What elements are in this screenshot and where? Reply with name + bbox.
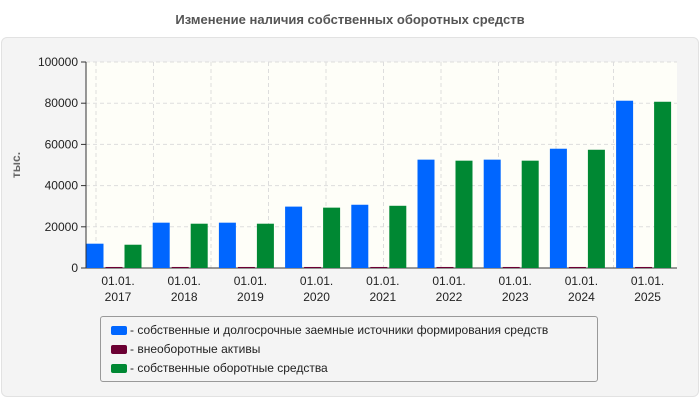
x-tick-label-year: 2019 [237, 290, 264, 304]
legend-swatch [111, 326, 127, 336]
bar-0-2025 [616, 100, 634, 268]
legend-label: - собственные и долгосрочные заемные ист… [130, 323, 549, 337]
bar-0-2022 [417, 159, 435, 268]
bar-2-2021 [389, 205, 407, 268]
y-tick-label: 80000 [45, 96, 79, 110]
bar-0-2020 [285, 206, 303, 268]
bar-0-2023 [483, 159, 501, 268]
x-tick-label: 01.01. [565, 274, 598, 288]
bar-2-2025 [654, 101, 672, 269]
x-tick-label: 01.01. [366, 274, 399, 288]
bar-1-2024 [568, 266, 586, 268]
legend-item-sources: - собственные и долгосрочные заемные ист… [111, 321, 587, 339]
legend: - собственные и долгосрочные заемные ист… [100, 316, 598, 382]
y-tick-label: 60000 [45, 137, 79, 151]
bar-2-2022 [455, 160, 473, 268]
x-tick-label-year: 2017 [105, 290, 132, 304]
x-tick-label: 01.01. [101, 274, 134, 288]
bar-1-2017 [105, 266, 123, 268]
legend-swatch [111, 345, 127, 355]
bar-1-2022 [436, 266, 454, 268]
x-tick-label-year: 2022 [436, 290, 463, 304]
y-tick-label: 20000 [45, 220, 79, 234]
bar-0-2019 [218, 222, 236, 268]
legend-item-noncurrent: - внеоборотные активы [111, 340, 587, 358]
x-tick-label: 01.01. [631, 274, 664, 288]
x-tick-label-year: 2020 [303, 290, 330, 304]
x-tick-label: 01.01. [499, 274, 532, 288]
bar-1-2020 [304, 266, 322, 268]
y-tick-label: 100000 [38, 55, 78, 69]
legend-item-working-capital: - собственные оборотные средства [111, 359, 587, 377]
x-tick-label-year: 2024 [568, 290, 595, 304]
x-tick-label-year: 2023 [502, 290, 529, 304]
bar-2-2020 [323, 207, 341, 268]
bar-2-2019 [256, 223, 274, 268]
x-tick-label: 01.01. [168, 274, 201, 288]
bar-1-2019 [237, 266, 255, 268]
bar-2-2018 [190, 223, 208, 268]
bar-0-2017 [86, 243, 104, 268]
legend-swatch [111, 364, 127, 374]
x-tick-label-year: 2025 [634, 290, 661, 304]
bar-2-2024 [587, 149, 605, 268]
y-tick-label: 0 [71, 261, 78, 275]
legend-label: - внеоборотные активы [130, 342, 261, 356]
bar-1-2018 [171, 266, 189, 268]
bar-2-2023 [521, 160, 539, 268]
x-tick-label-year: 2021 [369, 290, 396, 304]
bar-1-2021 [370, 266, 388, 268]
y-axis-label: тыс. [9, 152, 23, 178]
x-tick-label: 01.01. [234, 274, 267, 288]
y-tick-label: 40000 [45, 179, 79, 193]
bar-0-2021 [351, 204, 369, 268]
x-tick-label: 01.01. [300, 274, 333, 288]
bar-0-2018 [152, 222, 170, 268]
bar-1-2023 [502, 266, 520, 268]
plot-area [86, 62, 677, 268]
bar-0-2024 [549, 148, 567, 268]
bar-2-2017 [124, 244, 142, 268]
bar-1-2025 [635, 266, 653, 268]
chart-title: Изменение наличия собственных оборотных … [175, 12, 525, 27]
x-tick-label: 01.01. [432, 274, 465, 288]
x-tick-label-year: 2018 [171, 290, 198, 304]
legend-label: - собственные оборотные средства [130, 361, 328, 375]
